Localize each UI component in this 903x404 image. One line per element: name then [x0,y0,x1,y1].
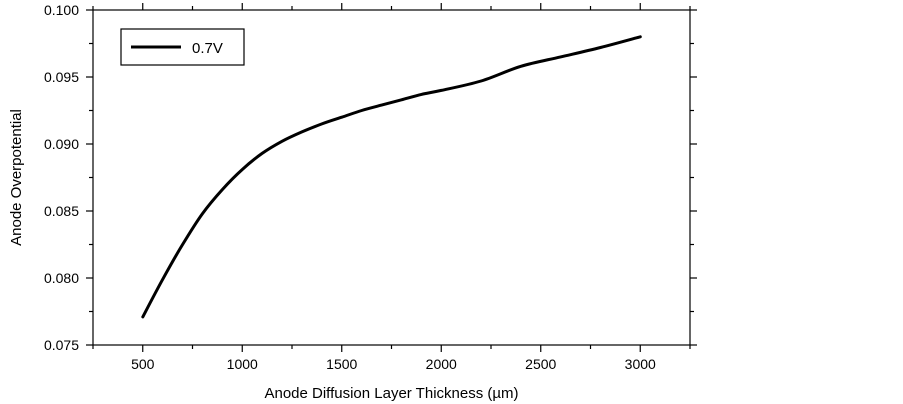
x-axis-title: Anode Diffusion Layer Thickness (µm) [264,385,518,402]
series-layer [141,35,642,319]
legend-label: 0.7V [192,40,223,57]
x-tick-label: 1500 [326,356,357,372]
x-tick-label: 500 [131,356,155,372]
y-tick-label: 0.085 [44,203,79,219]
y-tick-label: 0.080 [44,270,79,286]
y-tick-label: 0.090 [44,136,79,152]
x-tick-label: 2500 [525,356,556,372]
x-tick-label: 1000 [227,356,258,372]
y-tick-label: 0.100 [44,2,79,18]
y-tick-label: 0.095 [44,69,79,85]
series-line [141,35,642,319]
x-tick-label: 3000 [625,356,656,372]
y-axis-title: Anode Overpotential [8,109,25,246]
y-tick-label: 0.075 [44,337,79,353]
x-tick-label: 2000 [426,356,457,372]
legend: 0.7V [120,28,245,66]
y-axis-ticks: 0.075 0.080 0.085 0.090 0.095 0.100 [44,2,697,353]
x-axis-ticks: 500 1000 1500 2000 2500 3000 [92,3,691,372]
